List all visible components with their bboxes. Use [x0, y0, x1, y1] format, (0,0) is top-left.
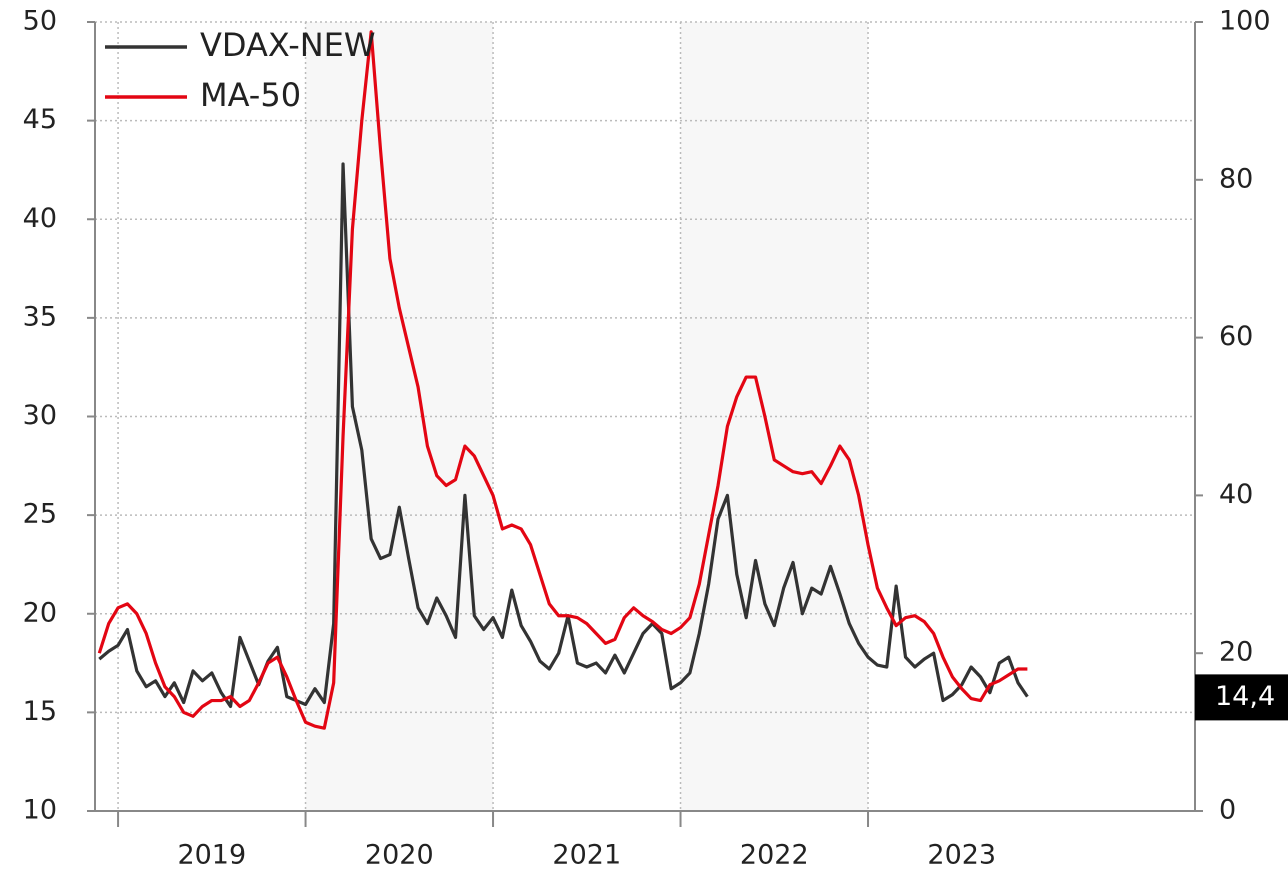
x-tick-label: 2020	[365, 840, 434, 871]
legend-label: MA-50	[200, 76, 301, 114]
series-line	[98, 162, 1029, 709]
y2-tick-label: 100	[1219, 6, 1271, 37]
legend-label: VDAX-NEW	[200, 26, 376, 64]
y2-tick-label: 0	[1219, 795, 1236, 826]
last-value-label: 14,4	[1215, 681, 1275, 712]
x-tick-label: 2023	[927, 840, 996, 871]
y-tick-label: 35	[23, 301, 57, 332]
series-line	[97, 30, 1028, 730]
y-tick-label: 15	[23, 696, 57, 727]
x-tick-label: 2021	[552, 840, 621, 871]
y2-tick-label: 20	[1219, 637, 1253, 668]
y-tick-label: 30	[23, 400, 57, 431]
x-tick-label: 2022	[740, 840, 809, 871]
y2-tick-label: 40	[1219, 479, 1253, 510]
y-tick-label: 50	[23, 6, 57, 37]
y2-tick-label: 60	[1219, 321, 1253, 352]
y-tick-label: 40	[23, 203, 57, 234]
y-tick-label: 25	[23, 499, 57, 530]
y-tick-label: 10	[23, 795, 57, 826]
period-band	[305, 22, 494, 811]
x-tick-label: 2019	[177, 840, 246, 871]
last-value-tag	[1195, 674, 1288, 721]
period-band	[680, 22, 869, 811]
y-tick-label: 45	[23, 104, 57, 135]
y2-tick-label: 80	[1219, 163, 1253, 194]
y-tick-label: 20	[23, 597, 57, 628]
